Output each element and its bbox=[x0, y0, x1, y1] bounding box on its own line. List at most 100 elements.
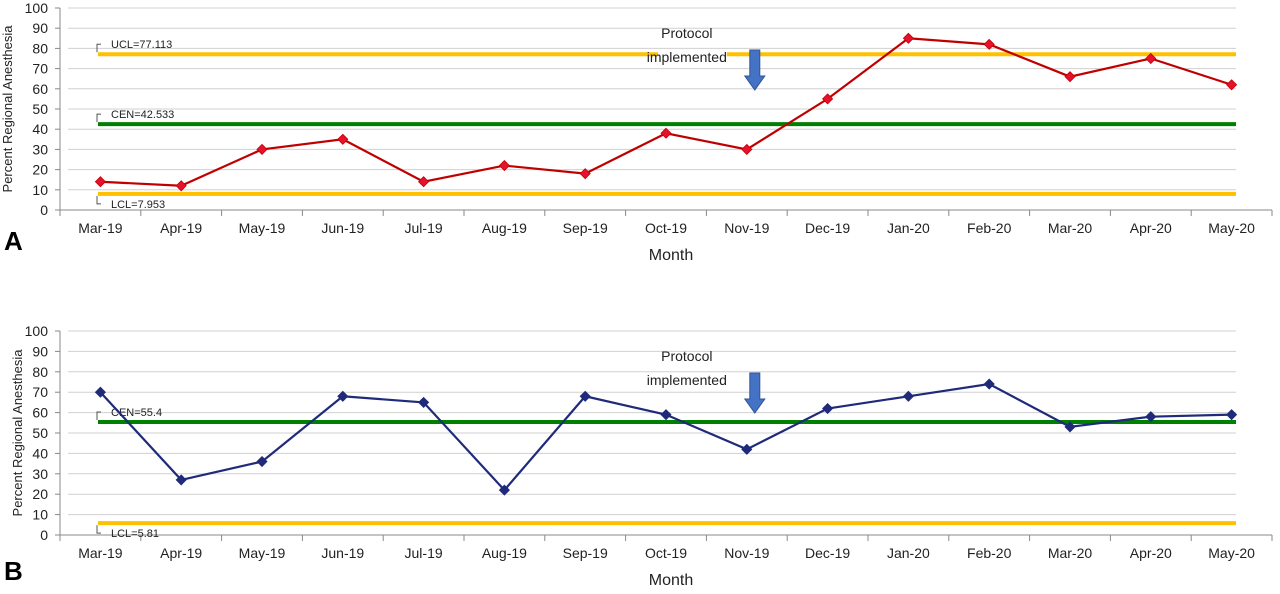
x-tick-label: Dec-19 bbox=[805, 220, 850, 236]
y-tick-label: 50 bbox=[32, 425, 48, 441]
x-tick-label: Sep-19 bbox=[563, 220, 608, 236]
annotation-line2: implemented bbox=[647, 49, 727, 65]
data-point bbox=[418, 176, 430, 188]
data-point bbox=[741, 443, 753, 455]
x-tick-label: Oct-19 bbox=[645, 545, 687, 561]
data-point bbox=[660, 127, 672, 139]
data-point bbox=[256, 455, 268, 468]
data-point bbox=[579, 168, 591, 180]
x-tick-label: Mar-19 bbox=[78, 545, 123, 561]
ref-line-label: CEN=42.533 bbox=[111, 109, 174, 121]
ref-line-label: LCL=7.953 bbox=[111, 199, 165, 211]
y-tick-label: 80 bbox=[32, 40, 48, 56]
x-tick-label: May-20 bbox=[1208, 545, 1255, 561]
x-tick-label: Apr-20 bbox=[1130, 545, 1172, 561]
x-tick-label: Apr-19 bbox=[160, 220, 202, 236]
data-point bbox=[94, 176, 106, 188]
y-tick-label: 30 bbox=[32, 141, 48, 157]
x-tick-label: Jun-19 bbox=[321, 220, 364, 236]
y-tick-label: 20 bbox=[32, 162, 48, 178]
x-axis-title: Month bbox=[649, 247, 693, 264]
y-tick-label: 50 bbox=[32, 101, 48, 117]
x-tick-label: Jun-19 bbox=[321, 545, 364, 561]
y-tick-label: 70 bbox=[32, 384, 48, 400]
x-tick-label: Jul-19 bbox=[405, 545, 443, 561]
x-tick-label: Sep-19 bbox=[563, 545, 608, 561]
ref-line-leader bbox=[96, 195, 101, 205]
y-tick-label: 90 bbox=[32, 343, 48, 359]
x-tick-label: Nov-19 bbox=[724, 220, 769, 236]
ref-line-label: LCL=5.81 bbox=[111, 528, 159, 540]
chart-panel-a: 0 10 20 30 40 50 60 70 80 90 100 Mar-19 Apr-19 May-19… bbox=[0, 0, 1273, 264]
data-point bbox=[1145, 411, 1157, 423]
data-point bbox=[902, 32, 914, 44]
x-tick-label: Dec-19 bbox=[805, 545, 850, 561]
x-tick-label: Apr-20 bbox=[1130, 220, 1172, 236]
data-point bbox=[902, 390, 914, 402]
y-tick-label: 20 bbox=[32, 486, 48, 502]
x-tick-label: Aug-19 bbox=[482, 220, 527, 236]
data-point bbox=[1064, 71, 1076, 83]
data-point bbox=[498, 159, 510, 172]
y-tick-label: 10 bbox=[32, 507, 48, 523]
y-tick-label: 60 bbox=[32, 81, 48, 97]
x-axis-title: Month bbox=[649, 572, 693, 589]
x-tick-label: Mar-19 bbox=[78, 220, 123, 236]
x-tick-label: Nov-19 bbox=[724, 545, 769, 561]
data-point bbox=[498, 484, 510, 496]
y-axis-title: Percent Regional Anesthesia bbox=[10, 349, 25, 517]
data-point bbox=[175, 180, 187, 192]
x-tick-label: Mar-20 bbox=[1048, 545, 1093, 561]
data-point bbox=[822, 402, 834, 415]
data-point bbox=[579, 390, 591, 402]
data-point bbox=[175, 474, 187, 486]
data-point bbox=[983, 38, 995, 50]
ref-line-leader bbox=[96, 411, 101, 420]
x-tick-label: May-20 bbox=[1208, 220, 1255, 236]
y-tick-label: 40 bbox=[32, 445, 48, 461]
y-tick-label: 60 bbox=[32, 405, 48, 421]
panel-letter: A bbox=[4, 226, 23, 256]
x-tick-label: Oct-19 bbox=[645, 220, 687, 236]
x-tick-label: Mar-20 bbox=[1048, 220, 1093, 236]
data-point bbox=[94, 386, 106, 398]
y-tick-label: 30 bbox=[32, 466, 48, 482]
data-point bbox=[1226, 79, 1238, 91]
y-tick-label: 10 bbox=[32, 182, 48, 198]
x-tick-label: Apr-19 bbox=[160, 545, 202, 561]
data-point bbox=[660, 409, 672, 421]
y-tick-label: 70 bbox=[32, 61, 48, 77]
annotation-line1: Protocol bbox=[661, 25, 712, 41]
x-tick-label: Jul-19 bbox=[405, 220, 443, 236]
y-tick-label: 40 bbox=[32, 121, 48, 137]
ref-line-label: UCL=77.113 bbox=[111, 39, 172, 51]
x-tick-label: Feb-20 bbox=[967, 220, 1012, 236]
data-point bbox=[337, 390, 349, 402]
y-tick-label: 90 bbox=[32, 20, 48, 36]
x-tick-label: Jan-20 bbox=[887, 545, 930, 561]
ref-line-leader bbox=[96, 525, 101, 534]
data-point bbox=[822, 93, 834, 105]
x-tick-label: May-19 bbox=[239, 545, 286, 561]
x-tick-label: May-19 bbox=[239, 220, 286, 236]
ref-line-leader bbox=[96, 43, 101, 53]
data-point bbox=[1064, 421, 1076, 433]
data-point bbox=[741, 143, 753, 155]
y-tick-label: 100 bbox=[25, 0, 49, 16]
y-tick-label: 100 bbox=[25, 323, 49, 339]
y-tick-label: 80 bbox=[32, 364, 48, 380]
data-point bbox=[1226, 409, 1238, 421]
ref-line-leader bbox=[96, 113, 101, 123]
panel-letter: B bbox=[4, 556, 23, 586]
x-tick-label: Jan-20 bbox=[887, 220, 930, 236]
annotation-line1: Protocol bbox=[661, 348, 712, 364]
data-point bbox=[256, 143, 268, 155]
y-tick-label: 0 bbox=[40, 202, 48, 218]
chart-panel-b: 0 10 20 30 40 50 60 70 80 90 100 Mar-19 Apr-19 May-19… bbox=[4, 323, 1273, 589]
y-tick-label: 0 bbox=[40, 527, 48, 543]
y-axis-title: Percent Regional Anesthesia bbox=[0, 25, 15, 193]
data-point bbox=[983, 378, 995, 390]
annotation-line2: implemented bbox=[647, 372, 727, 388]
data-point bbox=[337, 133, 349, 145]
